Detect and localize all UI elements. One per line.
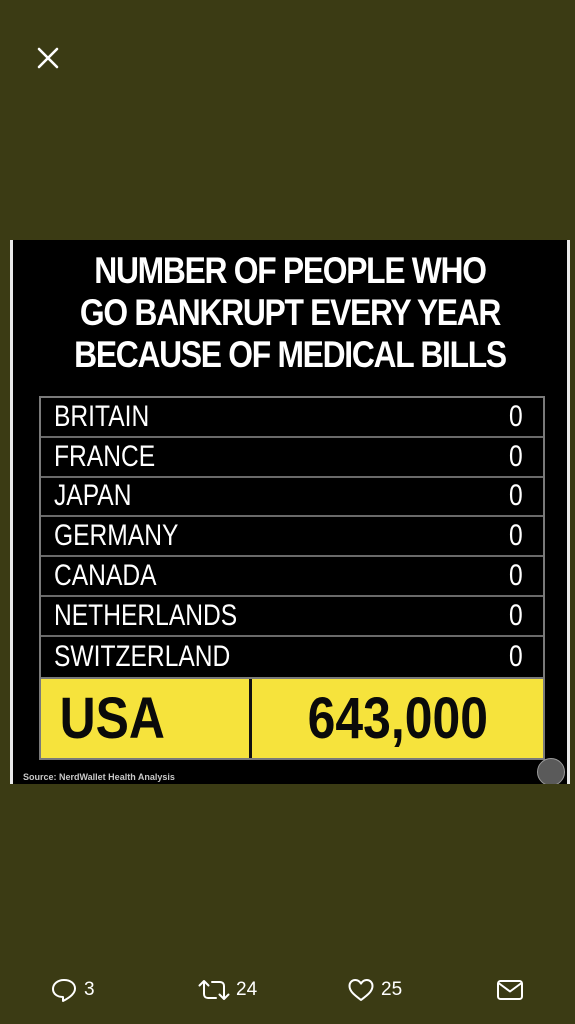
headline-line: NUMBER OF PEOPLE WHO bbox=[94, 250, 487, 291]
like-button[interactable]: 25 bbox=[347, 970, 402, 1010]
usa-country-cell: USA bbox=[41, 678, 252, 758]
headline: NUMBER OF PEOPLE WHO GO BANKRUPT EVERY Y… bbox=[52, 240, 528, 376]
country-name: SWITZERLAND bbox=[54, 639, 231, 673]
retweet-count: 24 bbox=[236, 979, 258, 1000]
country-name: GERMANY bbox=[54, 519, 179, 553]
close-button[interactable] bbox=[30, 40, 66, 76]
country-value: 0 bbox=[509, 559, 523, 593]
tweet-image[interactable]: NUMBER OF PEOPLE WHO GO BANKRUPT EVERY Y… bbox=[10, 240, 570, 784]
seal-logo bbox=[537, 758, 565, 784]
reply-button[interactable]: 3 bbox=[50, 970, 95, 1010]
retweet-button[interactable]: 24 bbox=[198, 970, 257, 1010]
table-row: JAPAN 0 bbox=[41, 478, 543, 518]
country-value: 0 bbox=[509, 519, 523, 553]
country-name: CANADA bbox=[54, 559, 157, 593]
source-credit: Source: NerdWallet Health Analysis bbox=[23, 772, 175, 782]
country-value: 0 bbox=[509, 639, 523, 673]
table-row: FRANCE 0 bbox=[41, 438, 543, 478]
tweet-action-bar: 3 24 25 bbox=[0, 970, 575, 1010]
country-value: 0 bbox=[509, 439, 523, 473]
usa-value: 643,000 bbox=[307, 685, 488, 751]
usa-highlight-row: USA 643,000 bbox=[41, 676, 543, 758]
country-name: FRANCE bbox=[54, 439, 156, 473]
country-table: BRITAIN 0 FRANCE 0 JAPAN 0 GERMANY 0 CAN… bbox=[39, 396, 545, 760]
table-row: CANADA 0 bbox=[41, 557, 543, 597]
like-count: 25 bbox=[381, 979, 403, 1000]
mail-icon bbox=[495, 977, 525, 1003]
retweet-icon bbox=[198, 977, 230, 1003]
headline-line: BECAUSE OF MEDICAL BILLS bbox=[74, 334, 507, 375]
table-row: NETHERLANDS 0 bbox=[41, 597, 543, 637]
table-row: BRITAIN 0 bbox=[41, 398, 543, 438]
country-name: JAPAN bbox=[54, 479, 132, 513]
reply-count: 3 bbox=[84, 979, 95, 1000]
share-button[interactable] bbox=[495, 970, 525, 1010]
close-icon bbox=[37, 47, 59, 69]
country-name: BRITAIN bbox=[54, 399, 150, 433]
usa-country-name: USA bbox=[59, 685, 165, 751]
usa-value-cell: 643,000 bbox=[252, 679, 543, 758]
country-value: 0 bbox=[509, 479, 523, 513]
country-name: NETHERLANDS bbox=[54, 598, 238, 632]
table-row: SWITZERLAND 0 bbox=[41, 637, 543, 677]
heart-icon bbox=[347, 977, 375, 1003]
country-value: 0 bbox=[509, 399, 523, 433]
country-value: 0 bbox=[509, 598, 523, 632]
reply-icon bbox=[50, 977, 78, 1003]
headline-line: GO BANKRUPT EVERY YEAR bbox=[79, 292, 501, 333]
table-row: GERMANY 0 bbox=[41, 517, 543, 558]
